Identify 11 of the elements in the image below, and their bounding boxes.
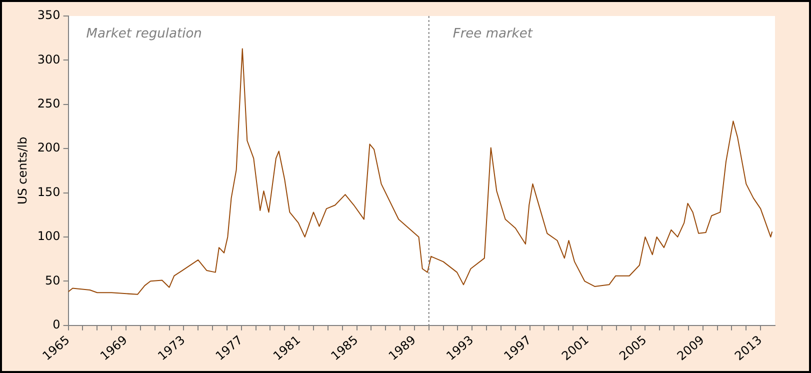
y-tick-label: 50 [45, 273, 60, 288]
annotation: Market regulation [86, 26, 202, 42]
y-tick-label: 200 [37, 140, 60, 155]
y-axis-title: US cents/lb [15, 136, 30, 205]
annotation: Free market [452, 26, 534, 42]
y-tick-label: 0 [52, 317, 60, 332]
y-tick-label: 300 [37, 52, 60, 66]
y-tick-label: 350 [37, 8, 60, 22]
y-tick-label: 250 [37, 96, 60, 111]
y-tick-label: 100 [37, 229, 60, 244]
y-tick-label: 150 [37, 184, 60, 199]
